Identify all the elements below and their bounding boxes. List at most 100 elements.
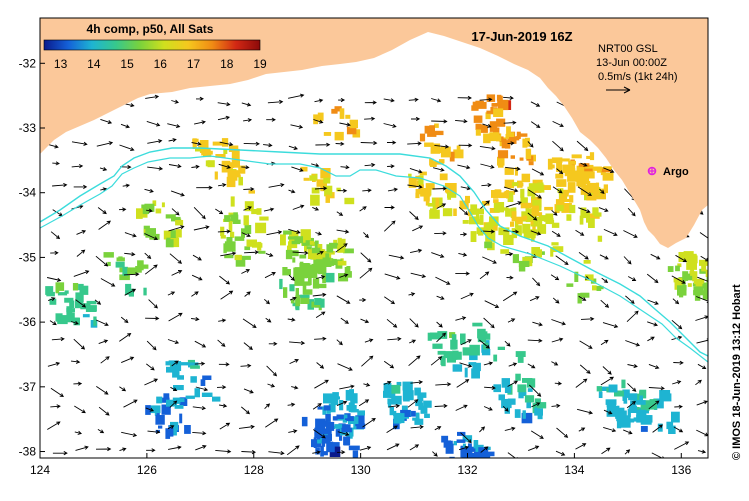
sst-pixel xyxy=(649,399,657,410)
current-arrow-icon xyxy=(219,403,228,408)
sst-pixel xyxy=(522,223,531,234)
sst-pixel xyxy=(387,398,396,405)
sst-pixel xyxy=(165,428,171,439)
sst-pixel xyxy=(328,403,336,413)
sst-pixel xyxy=(528,183,538,191)
current-arrow-icon xyxy=(552,186,563,194)
current-arrow-icon xyxy=(531,402,541,408)
sst-pixel xyxy=(248,190,255,194)
sst-pixel xyxy=(190,376,197,383)
sst-pixel xyxy=(576,165,588,177)
current-arrow-icon xyxy=(555,450,566,456)
sst-pixel xyxy=(543,185,551,190)
sst-pixel xyxy=(315,418,326,429)
colorbar-tick-label: 16 xyxy=(154,57,168,71)
current-arrow-icon xyxy=(122,183,131,188)
current-arrow-icon xyxy=(144,264,158,275)
current-arrow-icon xyxy=(336,295,351,304)
sst-pixel xyxy=(532,199,542,211)
sst-pixel xyxy=(391,384,401,394)
sst-pixel xyxy=(538,212,543,218)
sst-pixel xyxy=(678,252,689,262)
sst-patches xyxy=(45,94,708,458)
sst-pixel xyxy=(683,251,694,257)
current-arrow-icon xyxy=(218,318,227,323)
sst-pixel xyxy=(393,410,397,416)
sst-pixel xyxy=(516,216,523,225)
current-arrow-icon xyxy=(192,431,207,436)
current-arrow-icon xyxy=(96,386,109,395)
sst-pixel xyxy=(237,174,241,178)
current-arrow-icon xyxy=(74,430,82,435)
sst-pixel xyxy=(444,183,456,193)
sst-pixel xyxy=(429,161,437,167)
sst-pixel xyxy=(285,249,293,260)
sst-pixel xyxy=(166,366,173,373)
current-arrow-icon xyxy=(171,360,179,367)
current-arrow-icon xyxy=(550,274,560,281)
sst-pixel xyxy=(497,346,505,350)
sst-pixel xyxy=(156,396,163,404)
sst-pixel xyxy=(592,166,602,171)
current-arrow-icon xyxy=(148,299,158,309)
sst-pixel xyxy=(244,201,254,212)
sst-pixel xyxy=(430,143,441,154)
sst-pixel xyxy=(475,208,484,215)
sst-pixel xyxy=(484,451,495,457)
current-arrow-icon xyxy=(244,291,251,297)
sst-pixel xyxy=(177,375,184,380)
sst-pixel xyxy=(301,416,308,427)
sst-pixel xyxy=(667,266,674,272)
sst-pixel xyxy=(389,391,396,398)
sst-pixel xyxy=(514,409,521,418)
sst-pixel xyxy=(312,278,320,289)
sst-pixel xyxy=(116,257,125,262)
current-arrow-icon xyxy=(364,162,376,168)
current-arrow-icon xyxy=(167,123,181,129)
sst-pixel xyxy=(504,167,514,175)
current-arrow-icon xyxy=(507,452,518,458)
current-arrow-icon xyxy=(144,252,152,260)
x-tick-label: 128 xyxy=(244,463,264,477)
current-arrow-icon xyxy=(503,95,514,101)
sst-pixel xyxy=(471,453,476,458)
sst-pixel xyxy=(569,195,574,203)
sst-pixel xyxy=(175,229,182,238)
sst-pixel xyxy=(601,168,612,173)
current-arrow-icon xyxy=(359,206,367,212)
current-arrow-icon xyxy=(652,424,663,433)
sst-pixel xyxy=(324,272,335,283)
current-arrow-icon xyxy=(51,336,65,342)
sst-pixel xyxy=(478,228,484,236)
current-arrow-icon xyxy=(335,243,348,253)
current-arrow-icon xyxy=(363,382,371,387)
sst-pixel xyxy=(589,152,595,161)
sst-pixel xyxy=(230,231,235,238)
sst-pixel xyxy=(170,230,177,239)
sst-pixel xyxy=(72,283,79,291)
current-arrow-icon xyxy=(579,364,591,374)
sst-pixel xyxy=(471,105,479,111)
sst-pixel xyxy=(456,145,461,151)
sst-pixel xyxy=(255,222,267,234)
current-arrow-icon xyxy=(697,276,708,282)
sst-pixel xyxy=(603,184,608,194)
current-arrow-icon xyxy=(316,275,326,280)
current-arrow-icon xyxy=(408,97,419,102)
current-arrow-icon xyxy=(504,426,516,431)
current-arrow-icon xyxy=(264,298,270,305)
current-arrow-icon xyxy=(483,406,493,411)
current-arrow-icon xyxy=(575,229,585,236)
sst-pixel xyxy=(520,197,528,205)
sst-pixel xyxy=(251,209,260,215)
sst-pixel xyxy=(462,435,473,442)
sst-pixel xyxy=(639,395,643,403)
current-arrow-icon xyxy=(70,320,79,325)
current-arrow-icon xyxy=(460,292,474,300)
sst-pixel xyxy=(438,147,449,154)
sst-pixel xyxy=(87,305,97,312)
current-arrow-icon xyxy=(100,356,110,364)
current-arrow-icon xyxy=(340,165,350,170)
sst-pixel xyxy=(473,115,483,123)
current-arrow-icon xyxy=(700,255,708,262)
